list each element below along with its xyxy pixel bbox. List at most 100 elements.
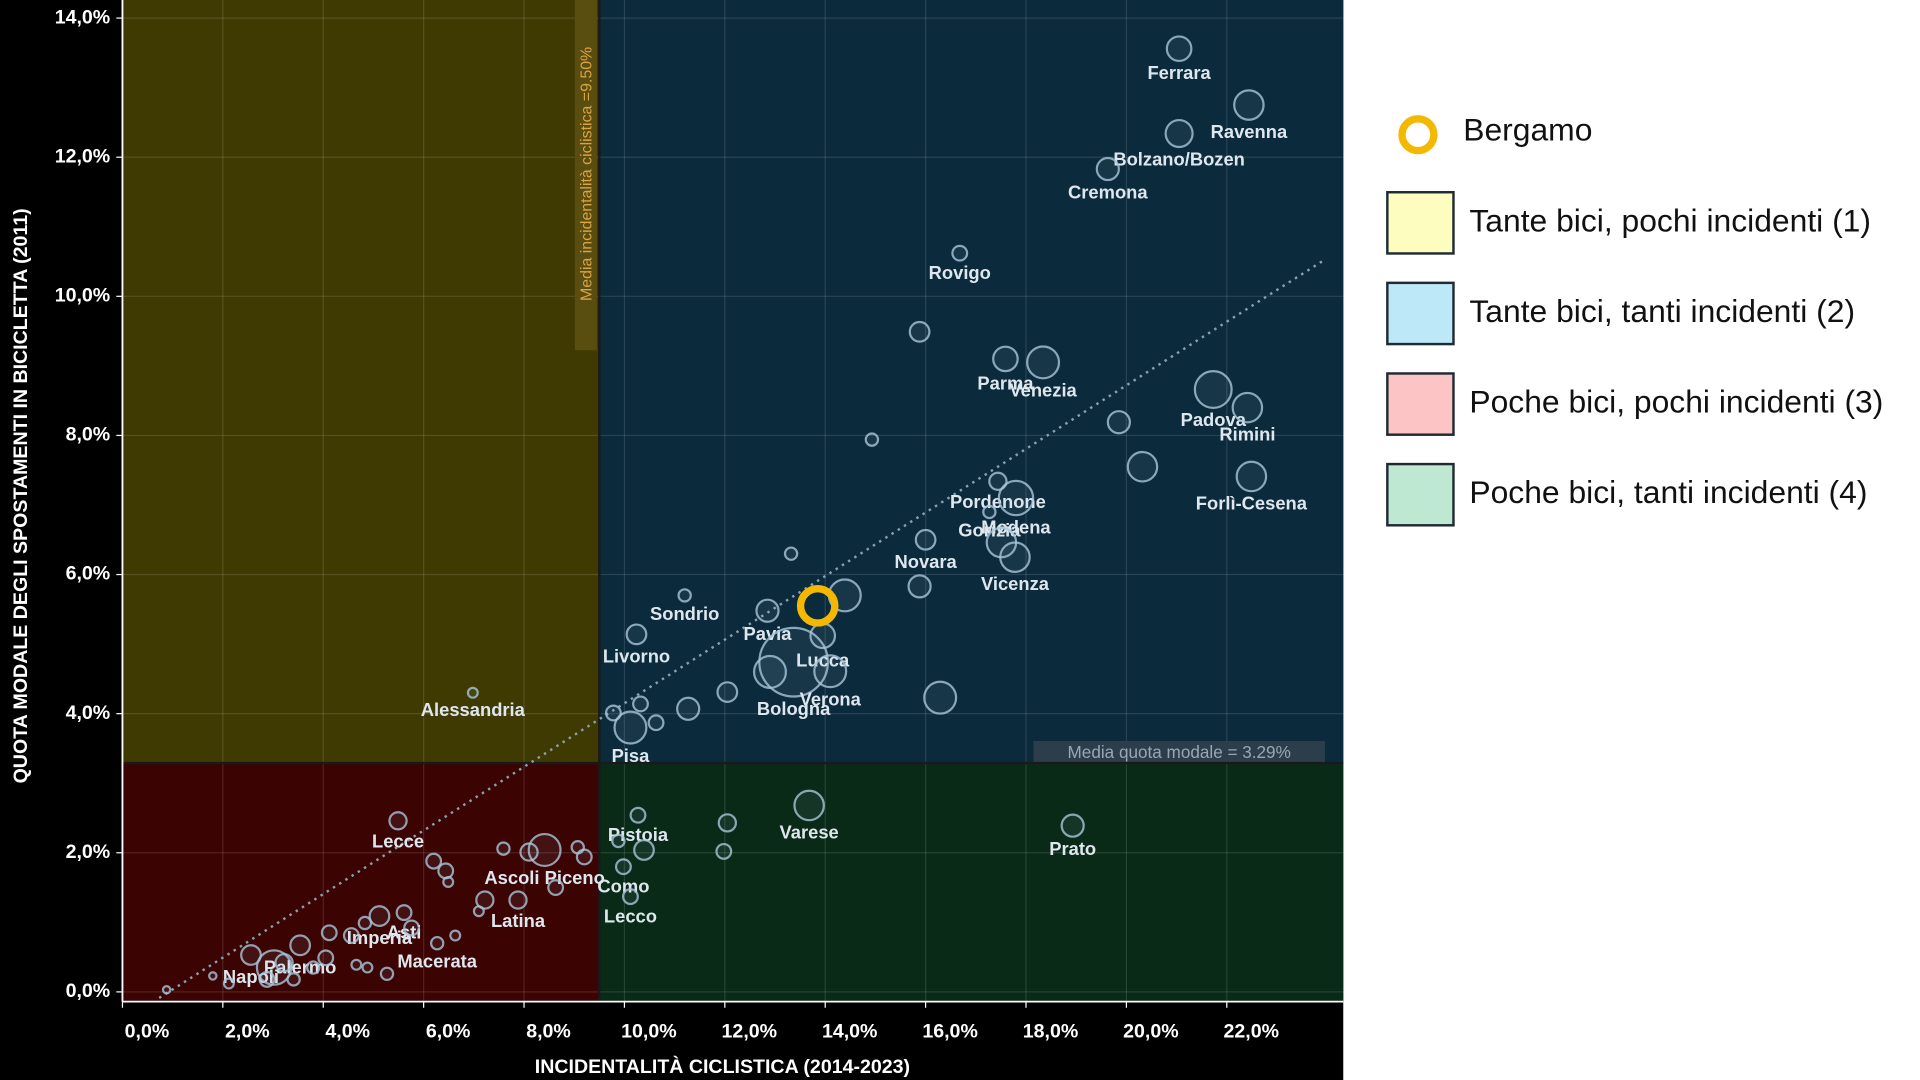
point	[1126, 450, 1159, 483]
y-tick-label: 0,0%	[66, 980, 111, 1002]
point-label: Novara	[894, 551, 957, 572]
point	[908, 320, 931, 343]
point-label: Pisa	[612, 745, 651, 766]
point-label: Lucca	[796, 649, 850, 670]
point	[466, 686, 479, 699]
point	[1235, 460, 1268, 493]
point	[647, 714, 665, 732]
point	[403, 919, 421, 937]
point-label: Modena	[981, 516, 1051, 537]
y-tick-label: 10,0%	[55, 284, 111, 306]
point	[716, 681, 739, 703]
point	[813, 654, 848, 689]
point	[997, 479, 1035, 517]
point	[923, 680, 958, 715]
point	[629, 806, 647, 824]
point-label: Varese	[780, 821, 839, 842]
point-label: Ferrara	[1147, 62, 1211, 83]
point	[519, 842, 539, 862]
point	[368, 905, 391, 927]
y-axis-title: QUOTA MODALE DEGLI SPOSTAMENTI IN BICICL…	[10, 208, 32, 783]
legend: Bergamo Tante bici, pochi incidenti (1) Ta…	[1386, 112, 1883, 527]
reference-label: Media quota modale = 3.29%	[1068, 742, 1291, 762]
point	[342, 927, 360, 945]
trend-line	[158, 258, 1326, 999]
x-tick-label: 8,0%	[526, 1020, 571, 1042]
point	[442, 875, 455, 888]
point-label: Livorno	[603, 645, 670, 666]
point	[992, 345, 1019, 373]
point	[914, 528, 937, 551]
point-label: Lecco	[604, 905, 657, 926]
point	[999, 541, 1031, 573]
reference-label: Media incidentalità ciclistica =9.50%	[578, 47, 595, 301]
point	[208, 971, 218, 981]
point	[317, 949, 335, 967]
point	[240, 944, 262, 966]
x-tick-label: 12,0%	[722, 1020, 778, 1042]
point	[1233, 89, 1265, 121]
quadrant	[122, 0, 600, 764]
point-label: Parma	[977, 372, 1034, 393]
point	[508, 890, 528, 910]
point	[717, 813, 738, 833]
x-tick-label: 0,0%	[125, 1020, 170, 1042]
point-label: Latina	[491, 910, 546, 931]
point	[429, 935, 445, 951]
point	[274, 953, 294, 973]
point	[604, 704, 622, 722]
y-tick-label: 2,0%	[66, 841, 111, 863]
legend-marker	[1398, 115, 1438, 155]
point-label: Sondrio	[650, 603, 719, 624]
y-tick-label: 14,0%	[55, 6, 111, 28]
point	[715, 842, 733, 860]
x-tick-label: 22,0%	[1224, 1020, 1280, 1042]
point	[472, 905, 485, 918]
point	[783, 546, 799, 561]
point	[752, 654, 788, 689]
point	[258, 970, 276, 988]
y-tick-label: 6,0%	[66, 563, 111, 585]
point	[614, 858, 632, 876]
point-label: Gorizia	[958, 519, 1021, 540]
point-label: Pordenone	[950, 491, 1046, 512]
point	[633, 839, 655, 861]
point	[793, 789, 825, 822]
point	[611, 833, 626, 849]
point-label: Prato	[1049, 838, 1096, 859]
point	[622, 888, 639, 906]
point	[547, 879, 565, 897]
point-label: Imperia	[347, 927, 413, 948]
reference-label-bg	[1033, 741, 1325, 762]
legend-swatch	[1386, 281, 1455, 346]
point	[350, 958, 363, 971]
point	[305, 960, 321, 975]
point	[1193, 370, 1233, 409]
point	[625, 623, 648, 646]
reference-label-bg	[574, 0, 597, 351]
point-label: Asti	[387, 921, 422, 942]
point	[395, 904, 413, 922]
point	[320, 924, 338, 942]
x-axis-title: INCIDENTALITÀ CICLISTICA (2014-2023)	[535, 1055, 910, 1078]
axes: 0,0% 2,0% 4,0% 6,0% 8,0% 10,0% 12,0% 14,0% 16,0%…	[55, 0, 1344, 1042]
point	[758, 626, 829, 698]
point-label: Verona	[800, 688, 862, 709]
legend-label: Tante bici, pochi incidenti (1)	[1469, 202, 1871, 238]
point	[677, 588, 692, 603]
point	[449, 929, 462, 942]
point	[755, 598, 780, 623]
legend-swatch	[1386, 191, 1455, 255]
point-label: Pavia	[744, 623, 793, 644]
legend-label: Poche bici, pochi incidenti (3)	[1469, 383, 1883, 419]
point	[289, 934, 312, 957]
quadrant	[599, 0, 1344, 764]
point-label: Bolzano/Bozen	[1113, 148, 1245, 169]
legend-swatch	[1386, 372, 1455, 436]
point-label: Forlì-Cesena	[1196, 492, 1308, 513]
x-tick-label: 10,0%	[621, 1020, 677, 1042]
point	[575, 848, 593, 866]
point	[425, 852, 443, 870]
point	[951, 244, 969, 262]
